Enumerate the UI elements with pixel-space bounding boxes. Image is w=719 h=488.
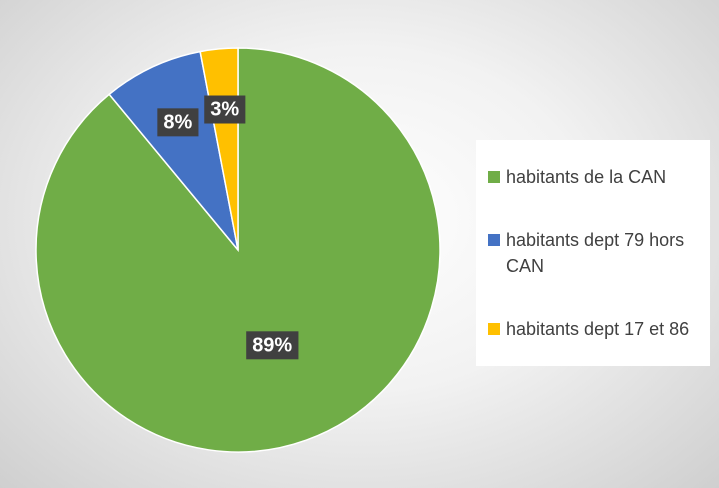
legend-swatch — [488, 171, 500, 184]
legend-label: habitants de la CAN — [506, 167, 667, 188]
legend-item: habitants dept 79 hors CAN — [484, 227, 702, 279]
data-label: 89% — [246, 331, 299, 360]
legend: habitants de la CAN habitants dept 79 hor… — [476, 140, 710, 366]
data-label-box — [157, 108, 199, 137]
data-label-text: 89% — [252, 334, 292, 356]
legend-label: habitants dept 79 hors CAN — [506, 229, 685, 276]
data-label-text: 3% — [210, 99, 239, 121]
data-label-box — [204, 95, 246, 124]
legend-item: habitants dept 17 et 86 — [484, 316, 702, 342]
data-label-box — [246, 331, 299, 360]
data-label: 8% — [157, 108, 199, 137]
legend-swatch — [488, 322, 500, 335]
legend-label: habitants dept 17 et 86 — [506, 318, 690, 339]
legend-swatch — [488, 233, 500, 246]
data-label: 3% — [204, 95, 246, 124]
data-label-text: 8% — [163, 111, 192, 133]
legend-item: habitants de la CAN — [484, 164, 702, 190]
